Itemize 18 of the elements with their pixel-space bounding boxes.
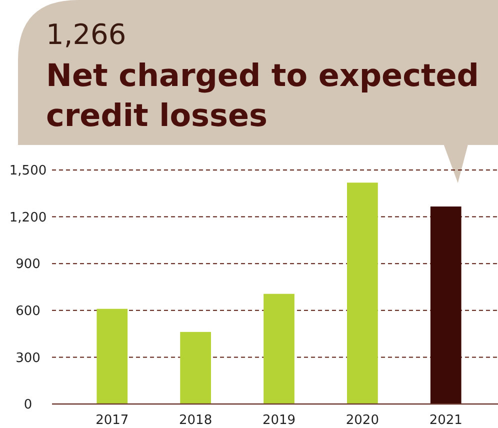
bar bbox=[180, 332, 211, 404]
y-tick-label: 900 bbox=[16, 257, 40, 272]
bar bbox=[96, 308, 128, 404]
x-tick-label: 2020 bbox=[346, 413, 379, 428]
bar bbox=[430, 206, 462, 404]
x-tick-label: 2018 bbox=[179, 413, 212, 428]
y-tick-label: 1,500 bbox=[9, 164, 47, 179]
bar bbox=[264, 294, 294, 404]
x-tick-label: 2019 bbox=[262, 413, 296, 428]
text: 1,266 bbox=[46, 18, 126, 51]
chart-title: Net charged to expected credit losses bbox=[46, 58, 479, 134]
y-tick-label: 0 bbox=[24, 398, 32, 413]
y-tick-label: 300 bbox=[16, 350, 40, 366]
x-tick-label: 2017 bbox=[96, 413, 129, 428]
bar bbox=[347, 182, 378, 404]
x-tick-label: 2021 bbox=[429, 413, 462, 428]
y-tick-label: 600 bbox=[16, 304, 40, 319]
y-tick-label: 1,200 bbox=[9, 210, 47, 226]
